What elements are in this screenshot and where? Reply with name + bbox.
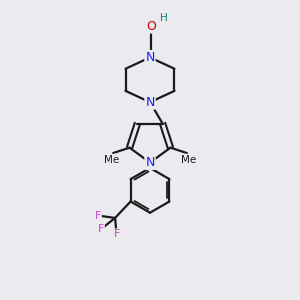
Text: F: F [113, 230, 120, 239]
Text: N: N [145, 96, 155, 109]
Text: F: F [98, 224, 104, 234]
Text: H: H [160, 13, 168, 23]
Text: N: N [145, 156, 155, 169]
Text: Me: Me [181, 154, 196, 165]
Text: N: N [145, 51, 155, 64]
Text: F: F [94, 211, 101, 220]
Text: O: O [147, 20, 156, 33]
Text: Me: Me [104, 154, 119, 165]
